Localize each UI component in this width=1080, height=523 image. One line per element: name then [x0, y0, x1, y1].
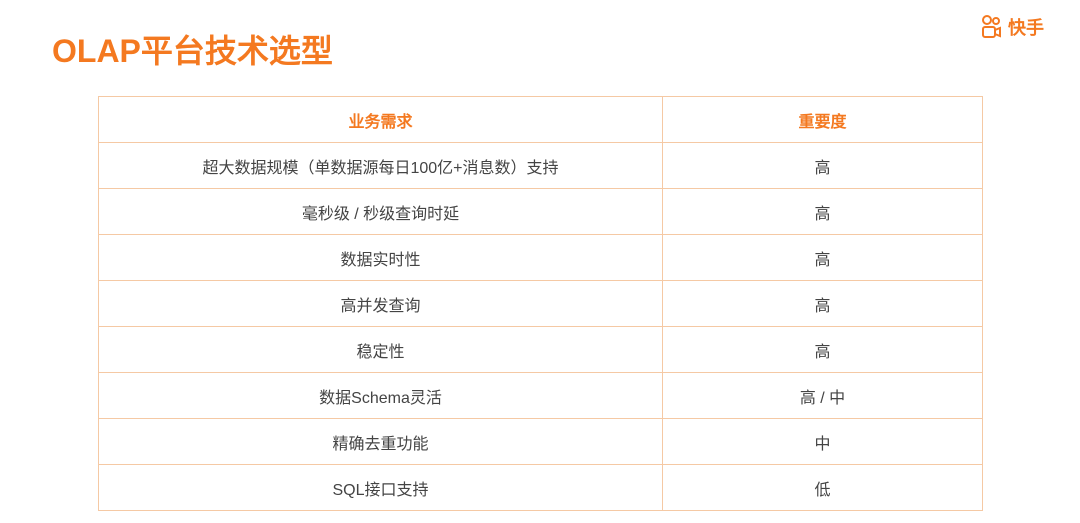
table-header-importance: 重要度 [663, 97, 983, 143]
table-cell-importance: 高 [663, 189, 983, 235]
table-cell-importance: 高 [663, 327, 983, 373]
table-cell-requirement: 高并发查询 [99, 281, 663, 327]
table-cell-importance: 高 [663, 281, 983, 327]
requirements-table-container: 业务需求 重要度 超大数据规模（单数据源每日100亿+消息数）支持 高 毫秒级 … [98, 96, 982, 511]
table-header-row: 业务需求 重要度 [99, 97, 983, 143]
page-title: OLAP平台技术选型 [52, 26, 333, 72]
table-cell-requirement: 超大数据规模（单数据源每日100亿+消息数）支持 [99, 143, 663, 189]
table-row: 精确去重功能 中 [99, 419, 983, 465]
brand-logo: 快手 [978, 14, 1044, 40]
table-cell-requirement: 毫秒级 / 秒级查询时延 [99, 189, 663, 235]
table-cell-importance: 低 [663, 465, 983, 511]
table-cell-requirement: SQL接口支持 [99, 465, 663, 511]
table-cell-importance: 高 [663, 235, 983, 281]
table-cell-importance: 高 / 中 [663, 373, 983, 419]
table-cell-requirement: 数据Schema灵活 [99, 373, 663, 419]
brand-logo-text: 快手 [1008, 14, 1044, 40]
table-cell-importance: 高 [663, 143, 983, 189]
table-cell-importance: 中 [663, 419, 983, 465]
table-cell-requirement: 精确去重功能 [99, 419, 663, 465]
requirements-table: 业务需求 重要度 超大数据规模（单数据源每日100亿+消息数）支持 高 毫秒级 … [98, 96, 983, 511]
table-row: 稳定性 高 [99, 327, 983, 373]
table-row: 超大数据规模（单数据源每日100亿+消息数）支持 高 [99, 143, 983, 189]
kuaishou-icon [978, 14, 1004, 40]
table-row: SQL接口支持 低 [99, 465, 983, 511]
table-row: 数据Schema灵活 高 / 中 [99, 373, 983, 419]
table-row: 高并发查询 高 [99, 281, 983, 327]
table-row: 毫秒级 / 秒级查询时延 高 [99, 189, 983, 235]
table-cell-requirement: 稳定性 [99, 327, 663, 373]
table-header-requirement: 业务需求 [99, 97, 663, 143]
table-row: 数据实时性 高 [99, 235, 983, 281]
table-cell-requirement: 数据实时性 [99, 235, 663, 281]
